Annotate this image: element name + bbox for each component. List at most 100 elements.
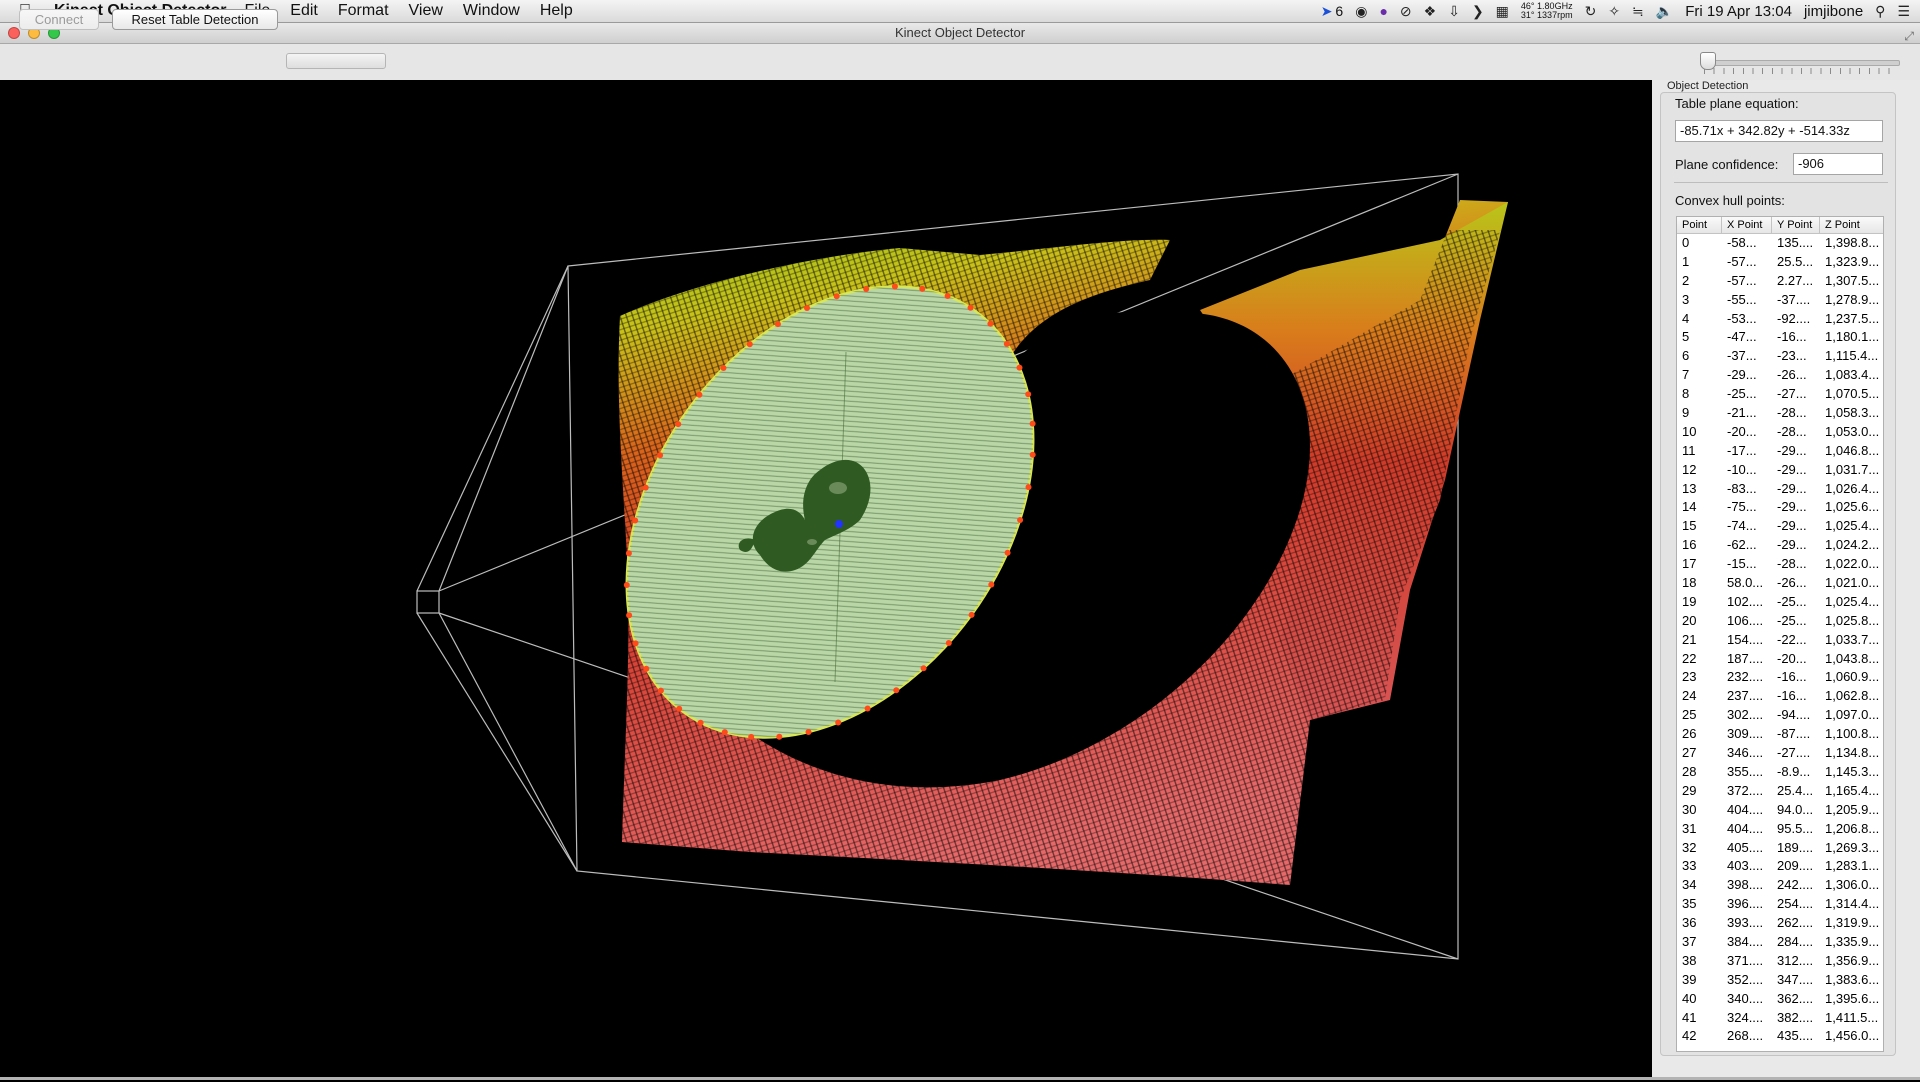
hull-point — [626, 612, 633, 619]
download-icon[interactable]: ⇩ — [1448, 2, 1460, 19]
table-row[interactable]: 2 -57... 2.27... 1,307.5... — [1677, 272, 1883, 291]
table-row[interactable]: 19 102.... -25... 1,025.4... — [1677, 593, 1883, 612]
table-row[interactable]: 11 -17... -29... 1,046.8... — [1677, 442, 1883, 461]
table-cell: 24 — [1682, 688, 1697, 704]
hull-point — [835, 719, 842, 726]
column-header-point[interactable]: Point — [1677, 217, 1722, 233]
search-icon[interactable]: ⚲ — [1875, 2, 1886, 19]
table-row[interactable]: 21 154.... -22... 1,033.7... — [1677, 631, 1883, 650]
table-row[interactable]: 6 -37... -23... 1,115.4... — [1677, 347, 1883, 366]
table-cell: -28... — [1777, 556, 1807, 572]
table-row[interactable]: 42 268.... 435.... 1,456.0... — [1677, 1027, 1883, 1046]
table-row[interactable]: 27 346.... -27.... 1,134.8... — [1677, 744, 1883, 763]
table-plane-field[interactable]: -85.71x + 342.82y + -514.33z — [1675, 120, 1883, 142]
table-row[interactable]: 0 -58... 135.... 1,398.8... — [1677, 234, 1883, 253]
menu-edit[interactable]: Edit — [290, 2, 318, 19]
point-cloud-viewport[interactable] — [0, 80, 1652, 1077]
table-row[interactable]: 16 -62... -29... 1,024.2... — [1677, 536, 1883, 555]
connect-button[interactable]: Connect — [19, 9, 99, 30]
table-row[interactable]: 30 404.... 94.0... 1,205.9... — [1677, 801, 1883, 820]
volume-icon[interactable]: 🔈 — [1655, 2, 1674, 19]
dropbox-icon[interactable]: ❖ — [1423, 2, 1437, 19]
window-bottom-edge — [0, 1077, 1920, 1080]
menu-format[interactable]: Format — [337, 2, 389, 19]
wifi-icon[interactable]: ≒ — [1632, 2, 1644, 19]
table-cell: -15... — [1727, 556, 1757, 572]
table-row[interactable]: 29 372.... 25.4... 1,165.4... — [1677, 782, 1883, 801]
point-cloud-canvas[interactable] — [0, 80, 1652, 1077]
table-row[interactable]: 15 -74... -29... 1,025.4... — [1677, 517, 1883, 536]
menu-window[interactable]: Window — [462, 2, 520, 19]
table-row[interactable]: 23 232.... -16... 1,060.9... — [1677, 668, 1883, 687]
column-header-x[interactable]: X Point — [1722, 217, 1772, 233]
slider-knob[interactable] — [1700, 52, 1716, 70]
object-detection-group-label: Object Detection — [1667, 80, 1749, 92]
table-row[interactable]: 22 187.... -20... 1,043.8... — [1677, 650, 1883, 669]
cpu-monitor[interactable]: 46° 1.80GHz 31° 1337rpm — [1521, 2, 1573, 20]
table-row[interactable]: 3 -55... -37.... 1,278.9... — [1677, 291, 1883, 310]
table-row[interactable]: 38 371.... 312.... 1,356.9... — [1677, 952, 1883, 971]
table-row[interactable]: 24 237.... -16... 1,062.8... — [1677, 687, 1883, 706]
eye-icon[interactable]: ◉ — [1355, 2, 1368, 19]
reset-table-detection-button[interactable]: Reset Table Detection — [112, 9, 278, 30]
table-cell: 1,046.8... — [1825, 442, 1880, 458]
table-row[interactable]: 26 309.... -87.... 1,100.8... — [1677, 725, 1883, 744]
table-row[interactable]: 36 393.... 262.... 1,319.9... — [1677, 914, 1883, 933]
table-row[interactable]: 14 -75... -29... 1,025.6... — [1677, 498, 1883, 517]
hull-point — [696, 391, 703, 398]
convex-hull-table[interactable]: Point X Point Y Point Z Point 0 -58... 135… — [1676, 216, 1884, 1052]
table-row[interactable]: 12 -10... -29... 1,031.7... — [1677, 461, 1883, 480]
plane-confidence-field[interactable]: -906 — [1793, 153, 1883, 175]
table-row[interactable]: 20 106.... -25... 1,025.8... — [1677, 612, 1883, 631]
table-cell: 1,269.3... — [1825, 839, 1880, 855]
table-row[interactable]: 10 -20... -28... 1,053.0... — [1677, 423, 1883, 442]
table-row[interactable]: 31 404.... 95.5... 1,206.8... — [1677, 820, 1883, 839]
table-row[interactable]: 37 384.... 284.... 1,335.9... — [1677, 933, 1883, 952]
table-row[interactable]: 34 398.... 242.... 1,306.0... — [1677, 876, 1883, 895]
chevron-right-icon[interactable]: ❯ — [1471, 2, 1484, 19]
table-row[interactable]: 13 -83... -29... 1,026.4... — [1677, 480, 1883, 499]
table-row[interactable]: 40 340.... 362.... 1,395.6... — [1677, 990, 1883, 1009]
memory-chip-icon[interactable]: ▦ — [1495, 2, 1509, 19]
table-row[interactable]: 18 58.0... -26... 1,021.0... — [1677, 574, 1883, 593]
hull-point — [632, 517, 639, 524]
fullscreen-icon[interactable]: ⤢ — [1904, 29, 1914, 43]
slider-track[interactable] — [1702, 60, 1900, 66]
table-row[interactable]: 41 324.... 382.... 1,411.5... — [1677, 1009, 1883, 1028]
column-header-y[interactable]: Y Point — [1772, 217, 1820, 233]
time-machine-icon[interactable]: ↻ — [1584, 2, 1597, 19]
table-row[interactable]: 4 -53... -92.... 1,237.5... — [1677, 310, 1883, 329]
table-row[interactable]: 28 355.... -8.9... 1,145.3... — [1677, 763, 1883, 782]
table-row[interactable]: 1 -57... 25.5... 1,323.9... — [1677, 253, 1883, 272]
table-cell: 1,283.1... — [1825, 858, 1880, 874]
table-row[interactable]: 7 -29... -26... 1,083.4... — [1677, 366, 1883, 385]
cursor-icon[interactable]: ➤ 6 — [1320, 2, 1344, 19]
table-cell: -29... — [1727, 367, 1757, 383]
table-row[interactable]: 8 -25... -27... 1,070.5... — [1677, 385, 1883, 404]
purple-circle-icon[interactable]: ● — [1379, 3, 1388, 19]
table-row[interactable]: 17 -15... -28... 1,022.0... — [1677, 555, 1883, 574]
table-row[interactable]: 5 -47... -16... 1,180.1... — [1677, 328, 1883, 347]
progress-bar — [286, 53, 386, 69]
bluetooth-icon[interactable]: ✧ — [1608, 2, 1621, 19]
no-entry-icon[interactable]: ⊘ — [1399, 2, 1412, 19]
table-row[interactable]: 35 396.... 254.... 1,314.4... — [1677, 895, 1883, 914]
table-row[interactable]: 9 -21... -28... 1,058.3... — [1677, 404, 1883, 423]
menu-help[interactable]: Help — [539, 2, 573, 19]
table-cell: -29... — [1777, 499, 1807, 515]
menu-view[interactable]: View — [408, 2, 443, 19]
hull-point — [1004, 549, 1011, 556]
table-body: 0 -58... 135.... 1,398.8... 1 -57... 25.5... 1,… — [1677, 234, 1883, 1046]
close-button[interactable] — [8, 27, 20, 39]
table-row[interactable]: 39 352.... 347.... 1,383.6... — [1677, 971, 1883, 990]
table-cell: -22... — [1777, 631, 1807, 647]
column-header-z[interactable]: Z Point — [1825, 219, 1860, 231]
table-row[interactable]: 33 403.... 209.... 1,283.1... — [1677, 857, 1883, 876]
table-row[interactable]: 32 405.... 189.... 1,269.3... — [1677, 839, 1883, 858]
table-row[interactable]: 25 302.... -94.... 1,097.0... — [1677, 706, 1883, 725]
notification-center-icon[interactable]: ☰ — [1897, 2, 1910, 19]
table-cell: 58.0... — [1727, 575, 1764, 591]
table-cell: 2 — [1682, 272, 1690, 288]
user-menu[interactable]: jimjibone — [1803, 2, 1864, 20]
clock[interactable]: Fri 19 Apr 13:04 — [1685, 2, 1792, 20]
